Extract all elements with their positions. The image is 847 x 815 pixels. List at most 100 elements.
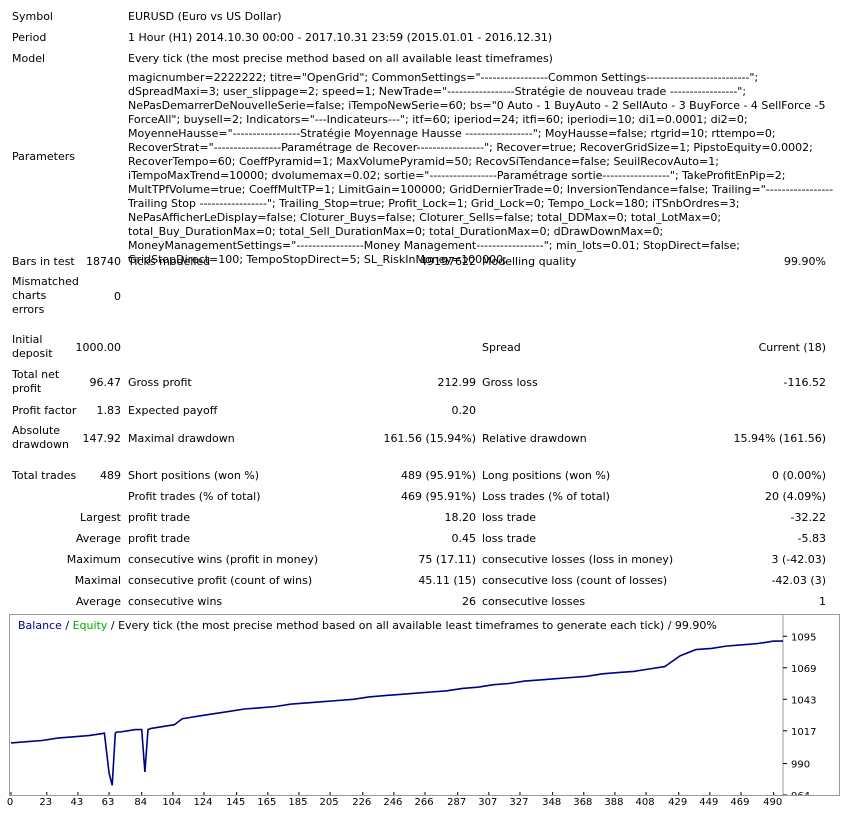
x-tick-label: 63: [101, 797, 115, 808]
bars-label: Bars in test: [12, 255, 75, 268]
deposit-label: Initial deposit: [12, 333, 53, 360]
mismatched-label: Mismatched charts errors: [12, 275, 79, 316]
legend-balance: Balance: [18, 619, 62, 632]
x-tick-label: 84: [134, 797, 148, 808]
bars-value: 18740: [86, 255, 121, 268]
chart-legend: Balance / Equity / Every tick (the most …: [18, 619, 717, 632]
long-value: 0 (0.00%): [771, 469, 826, 482]
average-loss-label: loss trade: [482, 532, 537, 545]
x-tick-label: 388: [604, 797, 624, 808]
maximal-profit-label: consecutive profit (count of wins): [128, 574, 313, 587]
x-tick-label: 307: [478, 797, 498, 808]
avg-wins-value: 26: [462, 595, 476, 608]
grossloss-value: -116.52: [783, 376, 826, 389]
parameters-label: Parameters: [12, 150, 75, 163]
spread-label: Spread: [482, 341, 521, 354]
average-label: Average: [75, 532, 121, 545]
absdd-value: 147.92: [82, 432, 122, 445]
largest-profit-value: 18.20: [444, 511, 477, 524]
symbol-label: Symbol: [12, 10, 53, 23]
period-label: Period: [12, 31, 47, 44]
x-tick-label: 490: [763, 797, 783, 808]
netprofit-value: 96.47: [89, 376, 122, 389]
short-label: Short positions (won %): [128, 469, 260, 482]
absdd-label: Absolute drawdown: [12, 424, 69, 451]
x-tick-label: 43: [70, 797, 84, 808]
x-tick-label: 145: [226, 797, 246, 808]
max-wins-value: 75 (17.11): [418, 553, 476, 566]
ltrades-label: Loss trades (% of total): [482, 490, 610, 503]
balance-chart-svg: 1095 1069 1043 1017 990 964: [10, 615, 816, 795]
x-tick-label: 449: [699, 797, 719, 808]
x-tick-label: 165: [257, 797, 277, 808]
parameters-value: magicnumber=2222222; titre="OpenGrid"; C…: [128, 71, 837, 266]
legend-desc: / Every tick (the most precise method ba…: [107, 619, 717, 632]
x-tick-label: 327: [509, 797, 529, 808]
balance-chart: 1095 1069 1043 1017 990 964 Balance / Equity …: [9, 614, 840, 796]
maxdd-label: Maximal drawdown: [128, 432, 235, 445]
x-tick-label: 469: [730, 797, 750, 808]
quality-value: 99.90%: [784, 255, 826, 268]
maximum-label: Maximum: [66, 553, 121, 566]
x-tick-label: 124: [193, 797, 213, 808]
ticks-label: Ticks modelled: [128, 255, 211, 268]
pf-label: Profit factor: [12, 404, 77, 417]
reldd-label: Relative drawdown: [482, 432, 587, 445]
payoff-value: 0.20: [451, 404, 477, 417]
maximal-label: Maximal: [74, 574, 121, 587]
x-tick-label: 368: [573, 797, 593, 808]
avg-losses-label: consecutive losses: [482, 595, 586, 608]
maximal-loss-value: -42.03 (3): [771, 574, 826, 587]
maxdd-value: 161.56 (15.94%): [383, 432, 476, 445]
x-tick-label: 104: [162, 797, 182, 808]
deposit-value: 1000.00: [75, 341, 122, 354]
short-value: 489 (95.91%): [400, 469, 476, 482]
payoff-label: Expected payoff: [128, 404, 218, 417]
grossprofit-label: Gross profit: [128, 376, 192, 389]
largest-loss-label: loss trade: [482, 511, 537, 524]
quality-label: Modelling quality: [482, 255, 577, 268]
average-profit-label: profit trade: [128, 532, 191, 545]
largest-label: Largest: [80, 511, 121, 524]
ticks-value: 49197622: [420, 255, 476, 268]
max-wins-label: consecutive wins (profit in money): [128, 553, 319, 566]
maximal-profit-value: 45.11 (15): [418, 574, 476, 587]
reldd-value: 15.94% (161.56): [733, 432, 826, 445]
ptrades-label: Profit trades (% of total): [128, 490, 261, 503]
largest-profit-label: profit trade: [128, 511, 191, 524]
x-tick-label: 348: [542, 797, 562, 808]
grossprofit-value: 212.99: [437, 376, 477, 389]
ltrades-value: 20 (4.09%): [764, 490, 826, 503]
spread-value: Current (18): [758, 341, 826, 354]
x-tick-label: 429: [668, 797, 688, 808]
x-tick-label: 266: [414, 797, 434, 808]
maximal-loss-label: consecutive loss (count of losses): [482, 574, 668, 587]
y-tick-label: 1095: [791, 632, 816, 643]
symbol-value: EURUSD (Euro vs US Dollar): [128, 10, 282, 23]
y-tick-label: 1043: [791, 695, 816, 706]
average-profit-value: 0.45: [451, 532, 477, 545]
y-tick-label: 990: [791, 759, 810, 770]
pf-value: 1.83: [96, 404, 122, 417]
grossloss-label: Gross loss: [482, 376, 538, 389]
period-value: 1 Hour (H1) 2014.10.30 00:00 - 2017.10.3…: [128, 31, 553, 44]
x-tick-label: 185: [288, 797, 308, 808]
legend-equity: Equity: [72, 619, 108, 632]
largest-loss-value: -32.22: [790, 511, 826, 524]
trades-label: Total trades: [12, 469, 77, 482]
max-losses-label: consecutive losses (loss in money): [482, 553, 674, 566]
x-tick-label: 246: [383, 797, 403, 808]
long-label: Long positions (won %): [482, 469, 611, 482]
x-tick-label: 408: [635, 797, 655, 808]
y-tick-label: 1017: [791, 727, 816, 738]
x-tick-label: 226: [352, 797, 372, 808]
max-losses-value: 3 (-42.03): [771, 553, 826, 566]
avg-wins-label: consecutive wins: [128, 595, 223, 608]
y-tick-label: 1069: [791, 664, 816, 675]
x-tick-label: 205: [319, 797, 339, 808]
trades-value: 489: [100, 469, 121, 482]
balance-line: [10, 640, 783, 786]
model-value: Every tick (the most precise method base…: [128, 52, 553, 65]
x-tick-label: 287: [447, 797, 467, 808]
legend-sep: /: [61, 619, 73, 632]
